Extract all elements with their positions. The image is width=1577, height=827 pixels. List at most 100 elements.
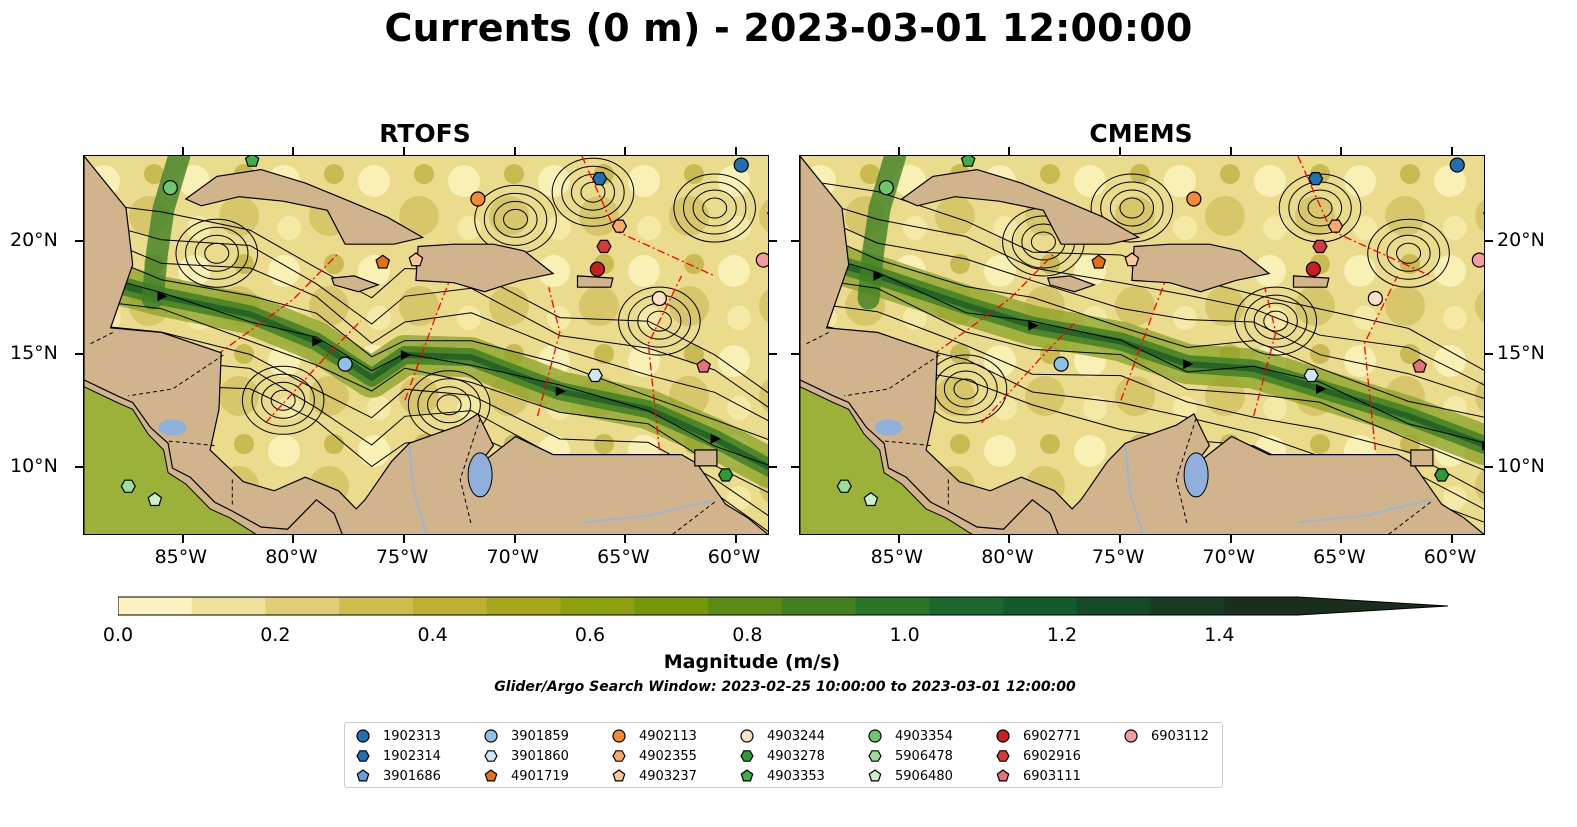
map-canvas <box>800 156 1484 534</box>
y-tick-mark <box>75 353 83 356</box>
legend-label: 4902355 <box>639 748 697 764</box>
legend-entry: 3901686 <box>355 767 441 785</box>
float-marker-6903111 <box>696 358 712 373</box>
legend-entry: 3901860 <box>483 747 569 765</box>
legend-entry: 5906480 <box>867 767 953 785</box>
x-tick-label: 70°W <box>1202 546 1255 568</box>
float-marker-4903278 <box>1434 468 1450 482</box>
float-marker-4902355 <box>1327 219 1344 233</box>
colorbar-tick-label: 1.4 <box>1204 624 1235 646</box>
colorbar-segment <box>1076 597 1151 615</box>
search-window-caption: Glider/Argo Search Window: 2023-02-25 10… <box>494 679 1076 695</box>
legend-label: 5906478 <box>895 748 953 764</box>
legend-marker-icon <box>356 729 370 743</box>
y-tick-mark <box>1485 239 1493 242</box>
x-tick-label: 65°W <box>597 546 650 568</box>
x-tick-mark <box>181 147 184 155</box>
x-tick-label: 85°W <box>870 546 924 568</box>
legend-entry: 6902916 <box>995 747 1081 765</box>
float-legend: 1902313 1902314 3901686 3901859 3901860 49017… <box>344 722 1223 788</box>
legend-label: 3901686 <box>383 768 441 784</box>
x-tick-label: 75°W <box>375 546 429 568</box>
float-marker-4903244 <box>1367 290 1383 307</box>
float-marker-3901859 <box>337 356 353 372</box>
x-tick-mark <box>1008 535 1011 543</box>
x-tick-mark <box>1450 147 1453 155</box>
float-marker-5906480 <box>147 492 163 507</box>
y-tick-mark <box>791 353 799 356</box>
colorbar <box>117 595 1458 623</box>
float-marker-6903111 <box>1412 358 1428 373</box>
colorbar-segment <box>1224 597 1299 615</box>
float-marker-6902916 <box>1312 239 1328 254</box>
colorbar-segment <box>708 597 783 615</box>
legend-label: 6903112 <box>1151 728 1209 744</box>
legend-label: 4902113 <box>639 728 697 744</box>
float-marker-6903112 <box>755 252 768 268</box>
float-marker-1902313 <box>733 157 749 173</box>
legend-marker-icon <box>868 769 882 782</box>
y-tick-label: 20°N <box>10 228 58 251</box>
figure-title: Currents (0 m) - 2023-03-01 12:00:00 <box>384 6 1193 50</box>
map-panel-cmems[interactable] <box>799 155 1485 535</box>
legend-label: 6902771 <box>1023 728 1081 744</box>
x-tick-mark <box>1340 535 1343 543</box>
colorbar-tick-label: 0.6 <box>574 624 606 646</box>
float-marker-3901686 <box>1483 211 1484 216</box>
x-tick-mark <box>1340 147 1343 155</box>
colorbar-segment <box>929 597 1004 615</box>
legend-entry: 6903112 <box>1123 727 1209 745</box>
float-marker-6903112 <box>1471 252 1484 268</box>
x-tick-mark <box>181 535 184 543</box>
legend-label: 6903111 <box>1023 768 1081 784</box>
float-marker-5906478 <box>836 479 852 493</box>
legend-entry: 4901719 <box>483 767 569 785</box>
legend-marker-icon <box>996 750 1010 762</box>
legend-entry: 3901859 <box>483 727 569 745</box>
legend-entry: 4902355 <box>611 747 697 765</box>
map-panel-rtofs[interactable] <box>83 155 769 535</box>
float-marker-1902314 <box>1307 172 1324 186</box>
float-marker-3901859 <box>1053 356 1069 372</box>
legend-entry: 4903237 <box>611 767 697 785</box>
x-tick-mark <box>624 535 627 543</box>
float-marker-4902113 <box>1186 191 1202 207</box>
float-marker-4903353 <box>960 156 976 167</box>
legend-entry: 1902313 <box>355 727 441 745</box>
legend-entry: 1902314 <box>355 747 441 765</box>
legend-label: 6902916 <box>1023 748 1081 764</box>
float-marker-5906478 <box>120 479 136 493</box>
y-tick-mark <box>1485 466 1493 469</box>
colorbar-segment <box>560 597 635 615</box>
x-tick-label: 85°W <box>154 546 208 568</box>
x-tick-label: 75°W <box>1091 546 1145 568</box>
x-tick-mark <box>292 535 295 543</box>
y-tick-mark <box>791 239 799 242</box>
x-tick-mark <box>1229 535 1232 543</box>
panel-title-cmems: CMEMS <box>1089 119 1193 148</box>
colorbar-segment <box>486 597 561 615</box>
y-tick-mark <box>769 466 777 469</box>
y-tick-label: 15°N <box>1497 342 1545 365</box>
x-tick-label: 80°W <box>265 546 318 568</box>
colorbar-segment <box>118 597 193 615</box>
float-marker-5906480 <box>863 492 879 507</box>
x-tick-label: 80°W <box>981 546 1034 568</box>
y-tick-mark <box>75 466 83 469</box>
legend-marker-icon <box>484 769 498 782</box>
x-tick-mark <box>624 147 627 155</box>
legend-marker-icon <box>996 769 1010 782</box>
float-marker-1902313 <box>1449 157 1465 173</box>
x-tick-mark <box>1229 147 1232 155</box>
x-tick-mark <box>513 535 516 543</box>
legend-marker-icon <box>868 750 882 762</box>
y-tick-mark <box>1485 353 1493 356</box>
float-marker-4903237 <box>1124 252 1140 267</box>
x-tick-label: 60°W <box>707 546 761 568</box>
colorbar-label: Magnitude (m/s) <box>663 651 841 673</box>
y-tick-mark <box>791 466 799 469</box>
legend-marker-icon <box>484 729 498 743</box>
colorbar-extend-arrow <box>1298 597 1448 615</box>
float-marker-4903244 <box>651 290 667 307</box>
x-tick-mark <box>734 535 737 543</box>
